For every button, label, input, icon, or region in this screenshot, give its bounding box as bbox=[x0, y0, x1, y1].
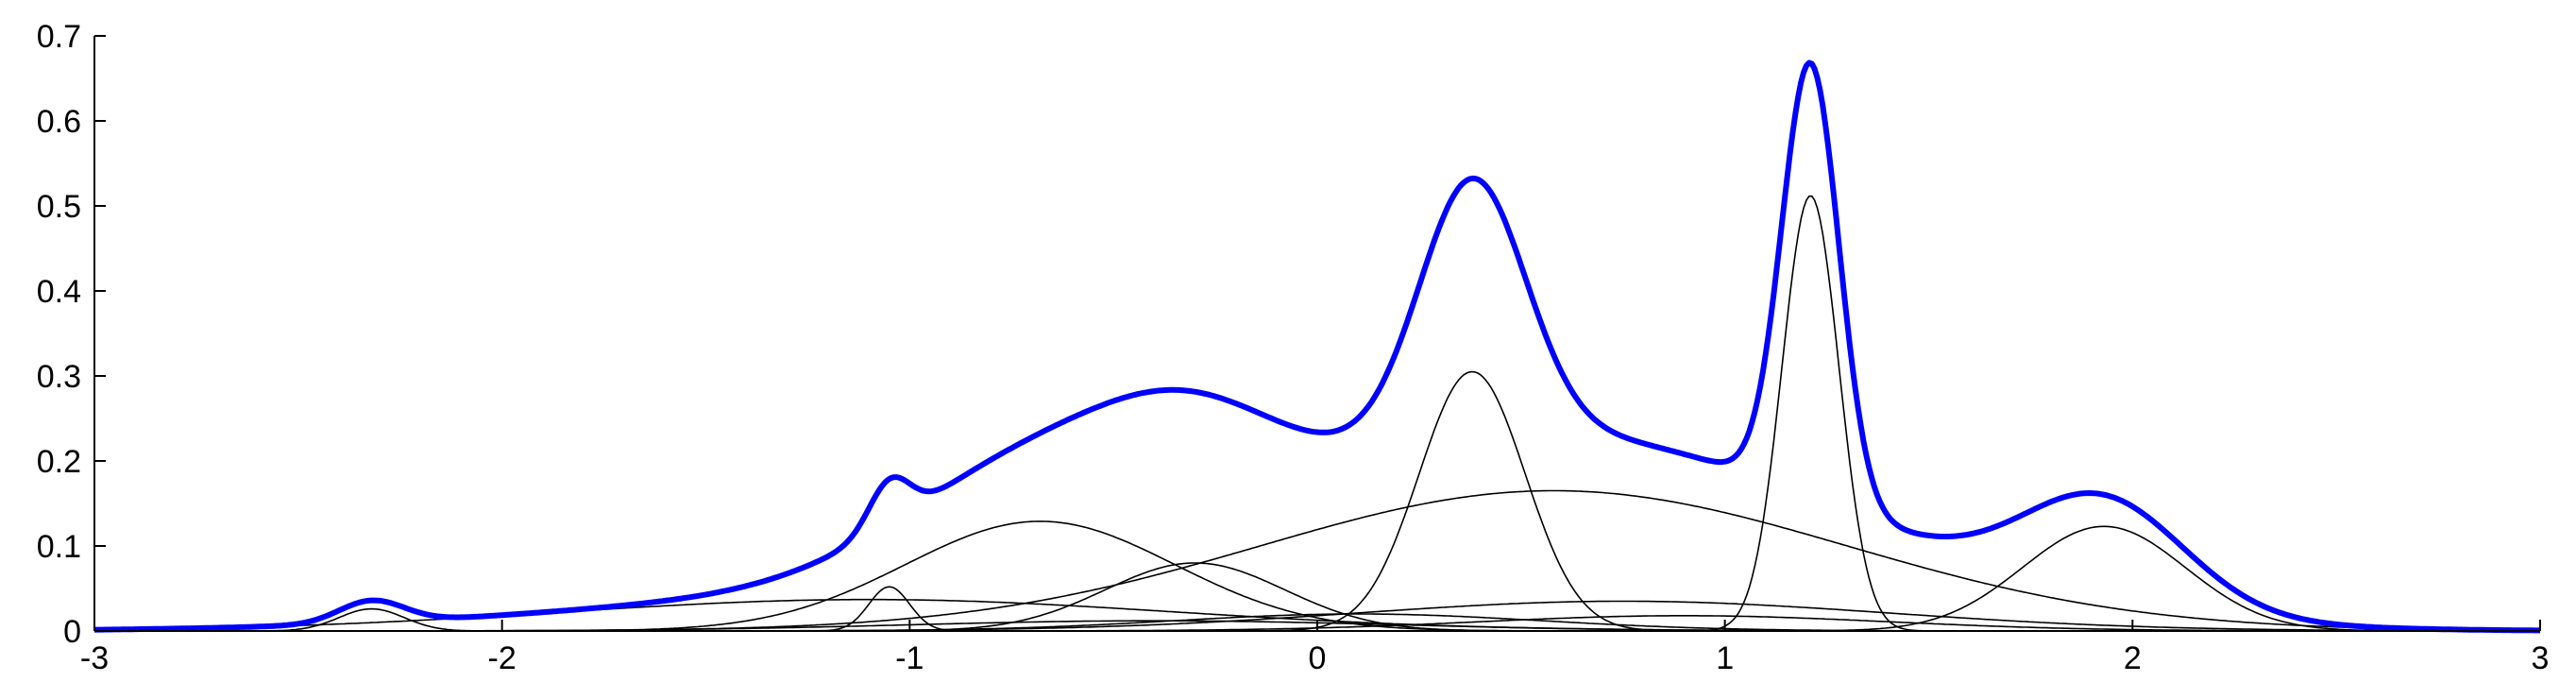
y-ticks: 0 0.1 0.2 0.3 0.4 0.5 0.6 0.7 bbox=[37, 19, 106, 650]
x-tick-label: -1 bbox=[895, 640, 924, 676]
x-ticks: -3 -2 -1 0 1 2 3 bbox=[80, 620, 2550, 676]
x-tick-label: 1 bbox=[1716, 640, 1734, 676]
y-tick-label: 0.5 bbox=[37, 189, 81, 225]
y-tick-label: 0.6 bbox=[37, 104, 81, 140]
y-tick-label: 0.3 bbox=[37, 359, 81, 395]
y-tick-label: 0 bbox=[63, 614, 81, 650]
x-tick-label: 2 bbox=[2124, 640, 2142, 676]
x-tick-label: 0 bbox=[1309, 640, 1327, 676]
y-tick-label: 0.4 bbox=[37, 274, 81, 310]
y-tick-label: 0.2 bbox=[37, 444, 81, 480]
y-tick-label: 0.1 bbox=[37, 529, 81, 565]
component-curve bbox=[94, 489, 2540, 632]
x-tick-label: -2 bbox=[488, 640, 517, 676]
component-curve bbox=[94, 195, 2540, 632]
y-tick-label: 0.7 bbox=[37, 19, 81, 55]
component-curves bbox=[93, 195, 2540, 632]
total-density-curve bbox=[93, 60, 2541, 634]
component-curve bbox=[94, 370, 2540, 632]
x-tick-label: 3 bbox=[2532, 640, 2550, 676]
x-tick-label: -3 bbox=[80, 640, 109, 676]
